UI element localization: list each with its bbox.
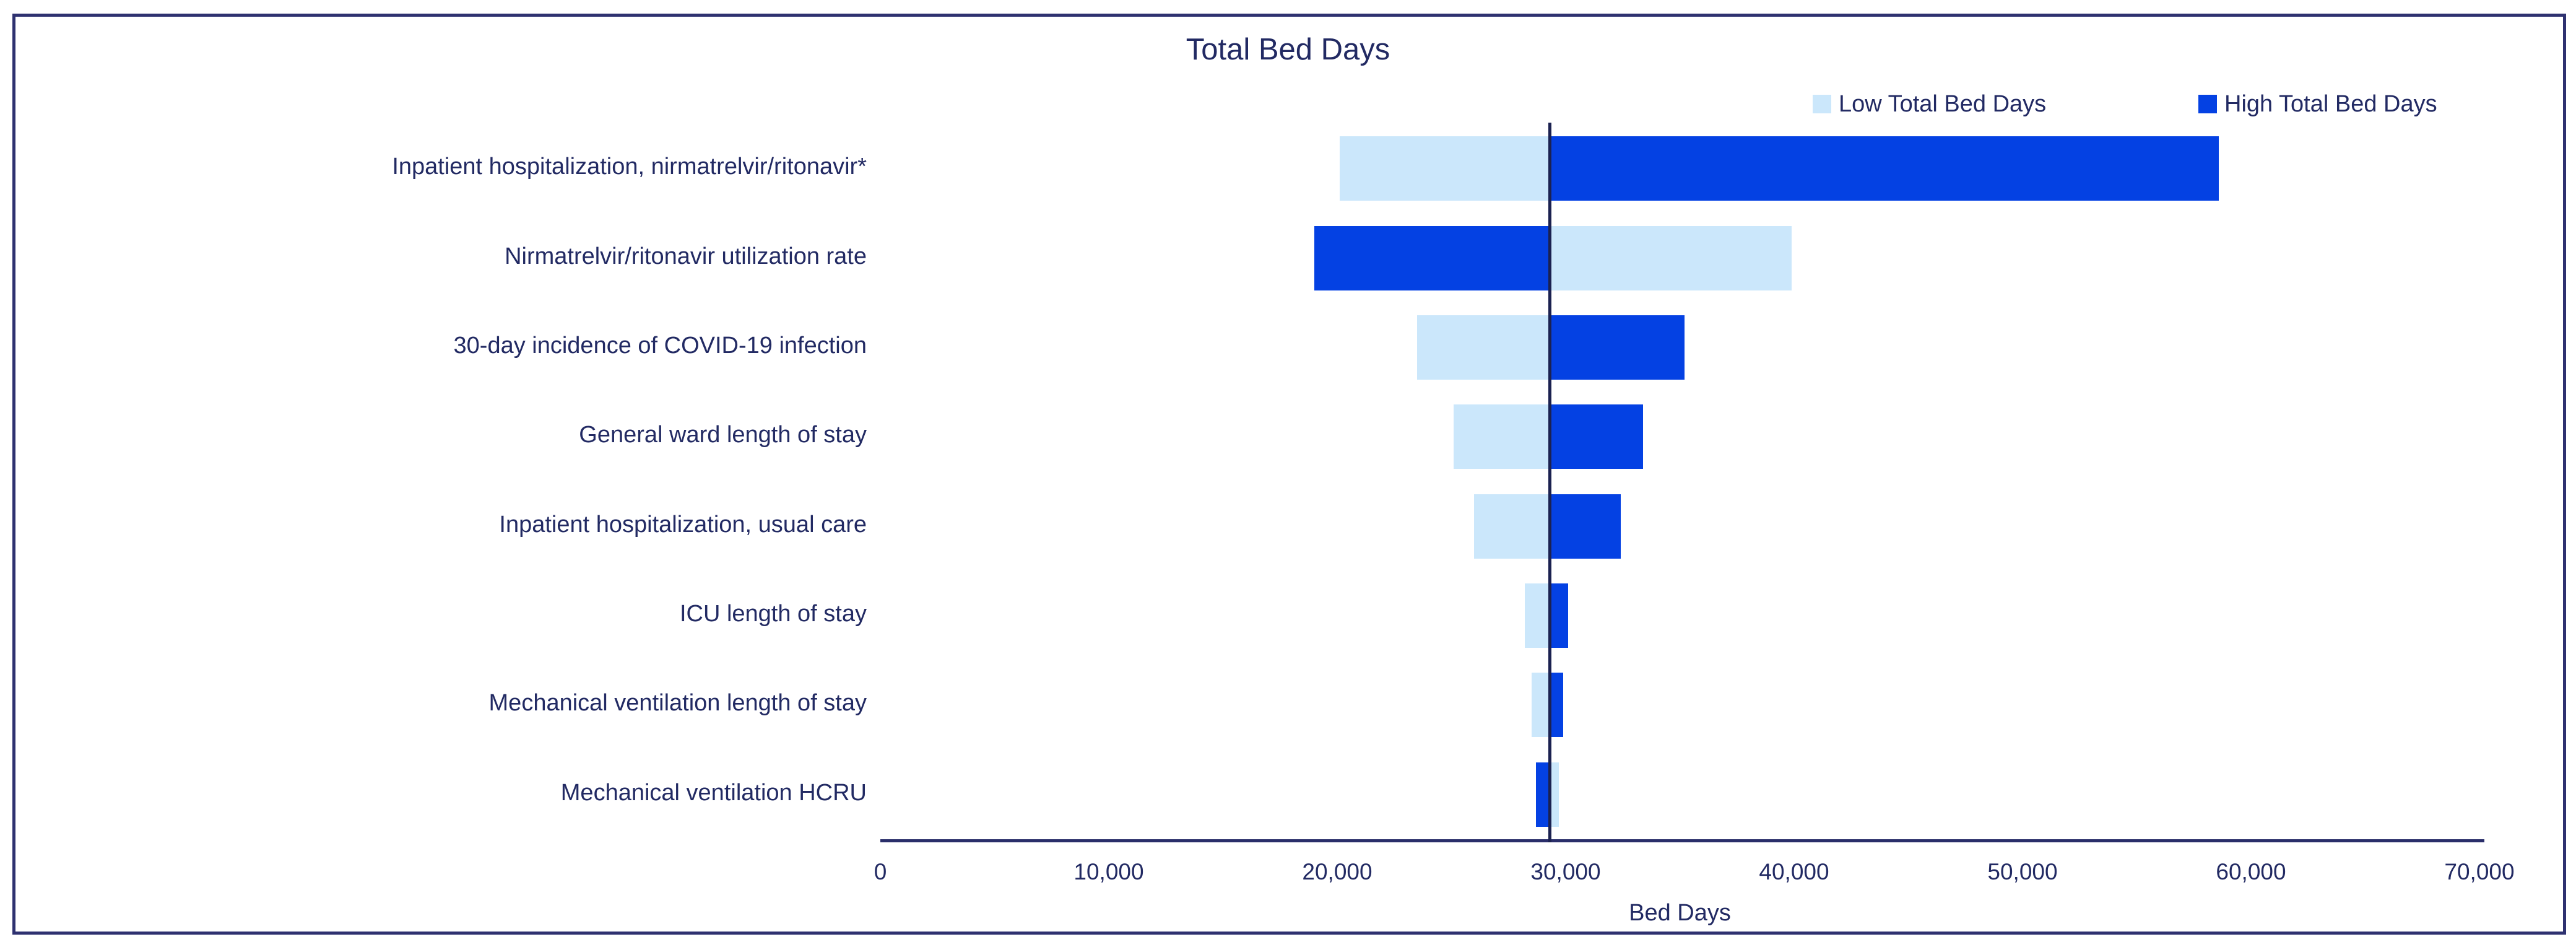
x-tick-label: 60,000: [2216, 859, 2286, 884]
legend-low-label: Low Total Bed Days: [1839, 90, 2047, 117]
low-bar: [1550, 225, 1792, 290]
high-bar: [1550, 494, 1621, 559]
legend-item-low: Low Total Bed Days: [1813, 90, 2046, 118]
low-bar: [1454, 404, 1550, 469]
high-bar: [1550, 315, 1685, 380]
category-label: Inpatient hospitalization, nirmatrelvir/…: [392, 154, 867, 180]
low-bar: [1417, 315, 1550, 380]
x-tick-label: 30,000: [1530, 859, 1601, 884]
low-bar: [1531, 673, 1550, 738]
category-label: Nirmatrelvir/ritonavir utilization rate: [505, 243, 867, 269]
high-bar: [1314, 225, 1550, 290]
high-bar: [1536, 762, 1550, 827]
category-label: Mechanical ventilation length of stay: [488, 690, 867, 717]
legend-low-swatch-icon: [1813, 95, 1831, 113]
low-bar: [1550, 762, 1559, 827]
category-label: Inpatient hospitalization, usual care: [499, 511, 867, 538]
x-tick-label: 0: [874, 859, 887, 884]
high-bar: [1550, 673, 1564, 738]
x-tick-label: 10,000: [1073, 859, 1144, 884]
x-tick-label: 20,000: [1302, 859, 1373, 884]
x-tick-label: 70,000: [2444, 859, 2515, 884]
high-bar: [1550, 404, 1644, 469]
x-tick-label: 50,000: [1987, 859, 2058, 884]
x-axis-line: [880, 839, 2484, 842]
low-bar: [1524, 583, 1550, 648]
x-axis-title: Bed Days: [1629, 900, 1731, 926]
category-label: ICU length of stay: [679, 601, 867, 627]
low-bar: [1474, 494, 1550, 559]
baseline-line: [1548, 123, 1552, 842]
high-bar: [1550, 136, 2219, 201]
legend-high-swatch-icon: [2198, 95, 2217, 113]
x-tick-label: 40,000: [1759, 859, 1829, 884]
category-label: 30-day incidence of COVID-19 infection: [453, 332, 867, 359]
legend-item-high: High Total Bed Days: [2198, 90, 2437, 118]
low-bar: [1339, 136, 1550, 201]
high-bar: [1550, 583, 1568, 648]
category-label: Mechanical ventilation HCRU: [560, 779, 867, 806]
chart-title: Total Bed Days: [1186, 33, 1390, 66]
legend-high-label: High Total Bed Days: [2224, 90, 2437, 117]
category-label: General ward length of stay: [579, 422, 867, 448]
